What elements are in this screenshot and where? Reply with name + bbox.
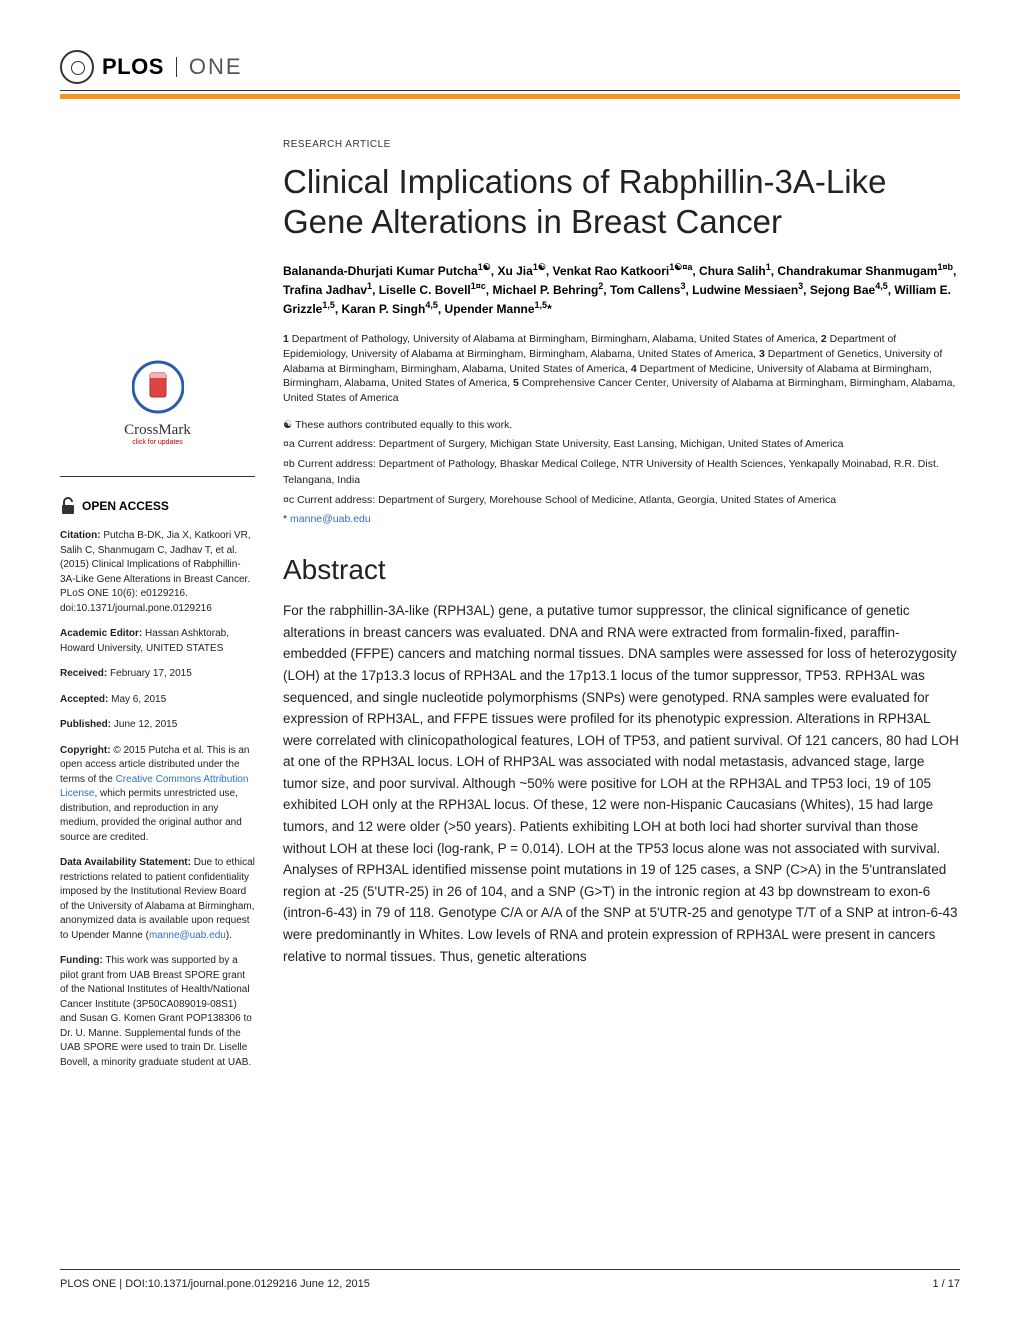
published-block: Published: June 12, 2015 bbox=[60, 718, 255, 733]
plos-logo-icon bbox=[60, 50, 94, 84]
citation-label: Citation: bbox=[60, 530, 101, 541]
accepted-text: May 6, 2015 bbox=[111, 694, 166, 705]
citation-text: Putcha B-DK, Jia X, Katkoori VR, Salih C… bbox=[60, 530, 251, 614]
affiliations: 1 Department of Pathology, University of… bbox=[283, 332, 960, 405]
funding-text: This work was supported by a pilot grant… bbox=[60, 955, 252, 1068]
journal-name: ONE bbox=[189, 54, 243, 80]
note-a: ¤a Current address: Department of Surger… bbox=[283, 437, 960, 453]
accent-bar bbox=[60, 94, 960, 99]
crossmark-widget[interactable]: CrossMark click for updates bbox=[60, 359, 255, 446]
accepted-block: Accepted: May 6, 2015 bbox=[60, 693, 255, 708]
footer-right: 1 / 17 bbox=[932, 1278, 960, 1290]
corr-email-link[interactable]: manne@uab.edu bbox=[290, 513, 371, 525]
accepted-label: Accepted: bbox=[60, 694, 108, 705]
corresponding: * manne@uab.edu bbox=[283, 512, 960, 528]
citation-block: Citation: Putcha B-DK, Jia X, Katkoori V… bbox=[60, 529, 255, 616]
open-access-badge: OPEN ACCESS bbox=[60, 497, 255, 515]
note-c: ¤c Current address: Department of Surger… bbox=[283, 493, 960, 509]
abstract-text: For the rabphillin-3A-like (RPH3AL) gene… bbox=[283, 600, 960, 967]
copyright-label: Copyright: bbox=[60, 745, 111, 756]
article-body: RESEARCH ARTICLE Clinical Implications o… bbox=[283, 139, 960, 1081]
crossmark-label: CrossMark bbox=[60, 422, 255, 439]
received-label: Received: bbox=[60, 668, 107, 679]
open-access-label: OPEN ACCESS bbox=[82, 499, 169, 513]
header-rule bbox=[60, 90, 960, 91]
editor-block: Academic Editor: Hassan Ashktorab, Howar… bbox=[60, 627, 255, 656]
sidebar: CrossMark click for updates OPEN ACCESS … bbox=[60, 139, 255, 1081]
data-email-link[interactable]: manne@uab.edu bbox=[149, 930, 226, 941]
sidebar-divider bbox=[60, 476, 255, 477]
note-b: ¤b Current address: Department of Pathol… bbox=[283, 457, 960, 489]
article-title: Clinical Implications of Rabphillin-3A-L… bbox=[283, 162, 960, 241]
received-block: Received: February 17, 2015 bbox=[60, 667, 255, 682]
copyright-block: Copyright: © 2015 Putcha et al. This is … bbox=[60, 744, 255, 846]
data-text2: ). bbox=[226, 930, 232, 941]
authors-list: Balananda-Dhurjati Kumar Putcha1☯, Xu Ji… bbox=[283, 261, 960, 318]
article-type-label: RESEARCH ARTICLE bbox=[283, 139, 960, 150]
page-footer: PLOS ONE | DOI:10.1371/journal.pone.0129… bbox=[60, 1269, 960, 1290]
funding-label: Funding: bbox=[60, 955, 103, 966]
abstract-heading: Abstract bbox=[283, 554, 960, 586]
received-text: February 17, 2015 bbox=[110, 668, 192, 679]
note-equal: ☯ These authors contributed equally to t… bbox=[283, 418, 960, 434]
funding-block: Funding: This work was supported by a pi… bbox=[60, 954, 255, 1070]
crossmark-icon bbox=[132, 359, 184, 415]
published-text: June 12, 2015 bbox=[114, 719, 177, 730]
footer-left: PLOS ONE | DOI:10.1371/journal.pone.0129… bbox=[60, 1278, 370, 1290]
open-lock-icon bbox=[60, 497, 76, 515]
journal-header: PLOS ONE bbox=[60, 50, 960, 84]
crossmark-subtext: click for updates bbox=[60, 439, 255, 446]
logo-divider bbox=[176, 57, 177, 77]
data-label: Data Availability Statement: bbox=[60, 857, 191, 868]
journal-brand: PLOS bbox=[102, 54, 164, 80]
editor-label: Academic Editor: bbox=[60, 628, 142, 639]
published-label: Published: bbox=[60, 719, 111, 730]
data-availability-block: Data Availability Statement: Due to ethi… bbox=[60, 856, 255, 943]
data-text: Due to ethical restrictions related to p… bbox=[60, 857, 255, 941]
